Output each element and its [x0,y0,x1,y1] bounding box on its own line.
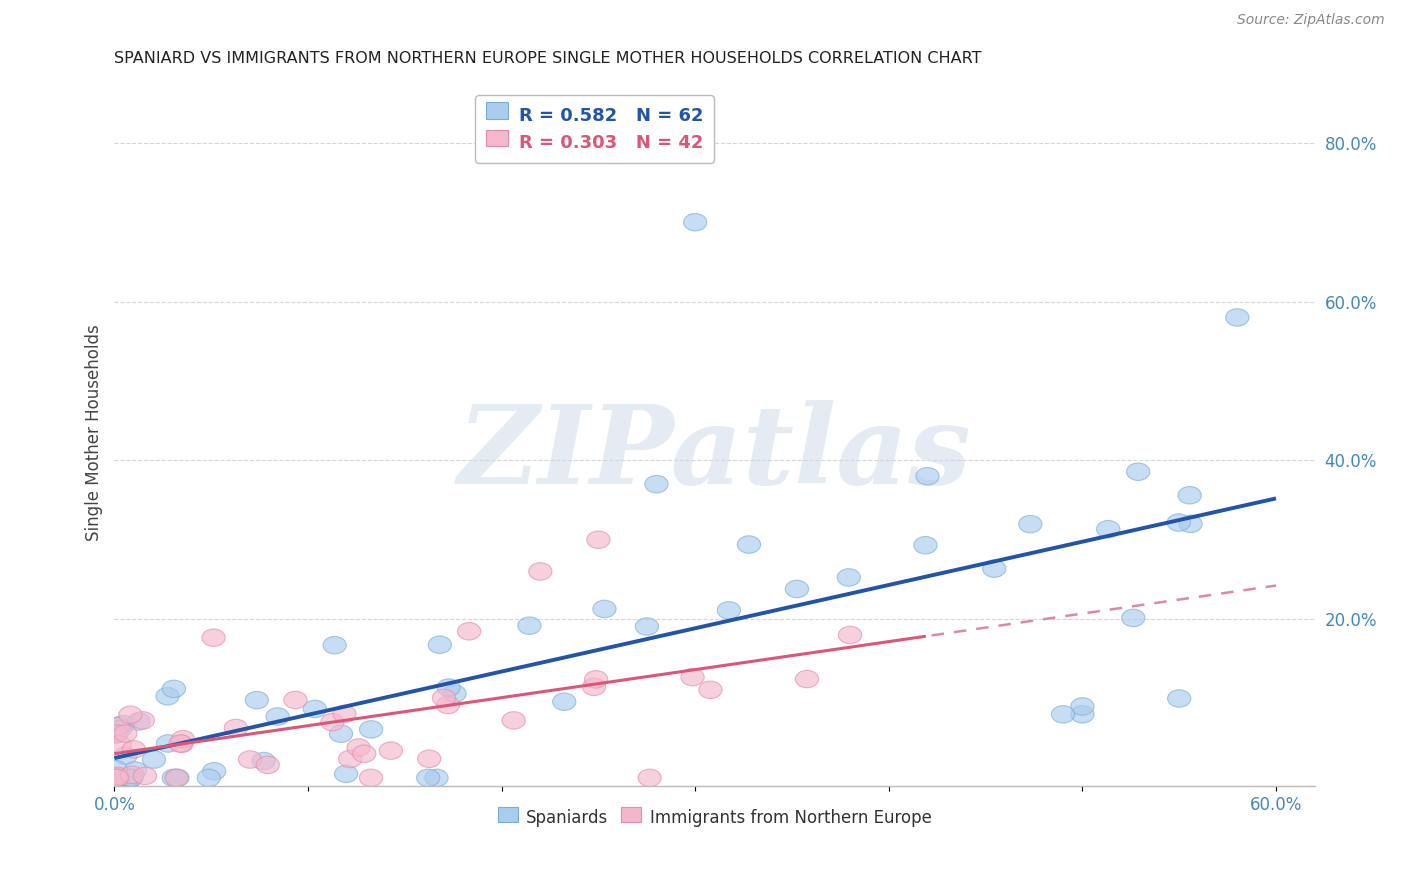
Text: ZIPatlas: ZIPatlas [457,400,972,508]
Y-axis label: Single Mother Households: Single Mother Households [86,324,103,541]
Text: SPANIARD VS IMMIGRANTS FROM NORTHERN EUROPE SINGLE MOTHER HOUSEHOLDS CORRELATION: SPANIARD VS IMMIGRANTS FROM NORTHERN EUR… [114,51,981,66]
Text: Source: ZipAtlas.com: Source: ZipAtlas.com [1237,13,1385,28]
Legend: Spaniards, Immigrants from Northern Europe: Spaniards, Immigrants from Northern Euro… [491,803,938,834]
